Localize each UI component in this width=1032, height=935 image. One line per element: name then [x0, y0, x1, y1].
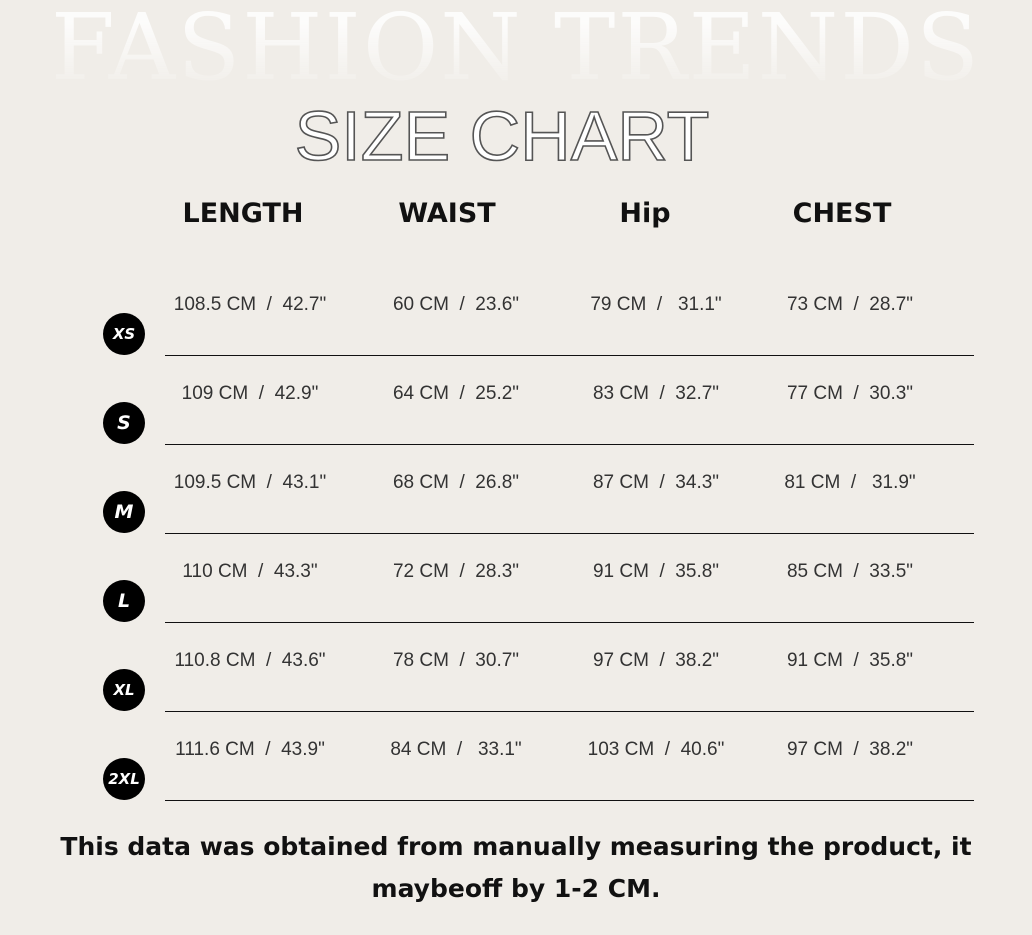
- measurement-note: This data was obtained from manually mea…: [60, 832, 972, 903]
- cell-waist: 72 CM / 28.3": [392, 561, 520, 582]
- cell-chest: 91 CM / 35.8": [786, 650, 914, 671]
- cell-hip: 97 CM / 38.2": [592, 650, 720, 671]
- cell-chest: 73 CM / 28.7": [786, 294, 914, 315]
- header-length: LENGTH: [182, 198, 304, 229]
- size-badge: XS: [103, 313, 145, 355]
- cell-chest: 81 CM / 31.9": [784, 472, 916, 493]
- header-waist: WAIST: [398, 198, 496, 229]
- cell-hip: 83 CM / 32.7": [592, 383, 720, 404]
- cell-waist: 60 CM / 23.6": [392, 294, 520, 315]
- table-row: XL 110.8 CM / 43.6" 78 CM / 30.7" 97 CM / 3…: [0, 649, 1032, 738]
- cell-length: 109 CM / 42.9": [181, 383, 319, 404]
- table-row: S 109 CM / 42.9" 64 CM / 25.2" 83 CM / 32.7…: [0, 382, 1032, 471]
- size-badge: S: [103, 402, 145, 444]
- cell-chest: 85 CM / 33.5": [786, 561, 914, 582]
- table-row: XS 108.5 CM / 42.7" 60 CM / 23.6" 79 CM / 3…: [0, 293, 1032, 382]
- page-title: SIZE CHART: [294, 97, 710, 175]
- cell-length: 109.5 CM / 43.1": [173, 472, 327, 493]
- size-badge: L: [103, 580, 145, 622]
- row-divider: [165, 800, 974, 801]
- row-divider: [165, 355, 974, 356]
- cell-length: 111.6 CM / 43.9": [175, 739, 325, 760]
- cell-waist: 78 CM / 30.7": [392, 650, 520, 671]
- cell-length: 110 CM / 43.3": [182, 561, 318, 582]
- header-hip: Hip: [619, 198, 671, 229]
- header-chest: CHEST: [792, 198, 892, 229]
- table-row: M 109.5 CM / 43.1" 68 CM / 26.8" 87 CM / 34…: [0, 471, 1032, 560]
- size-badge: XL: [103, 669, 145, 711]
- cell-chest: 97 CM / 38.2": [786, 739, 914, 760]
- cell-hip: 87 CM / 34.3": [592, 472, 720, 493]
- cell-waist: 84 CM / 33.1": [390, 739, 522, 760]
- row-divider: [165, 711, 974, 712]
- table-row: 2XL 111.6 CM / 43.9" 84 CM / 33.1" 103 CM /…: [0, 738, 1032, 827]
- cell-hip: 91 CM / 35.8": [592, 561, 720, 582]
- cell-chest: 77 CM / 30.3": [786, 383, 914, 404]
- background-watermark-text: FASHION TRENDS: [50, 0, 982, 101]
- cell-waist: 64 CM / 25.2": [392, 383, 520, 404]
- cell-waist: 68 CM / 26.8": [392, 472, 520, 493]
- cell-hip: 79 CM / 31.1": [590, 294, 722, 315]
- row-divider: [165, 444, 974, 445]
- cell-length: 108.5 CM / 42.7": [173, 294, 327, 315]
- cell-length: 110.8 CM / 43.6": [174, 650, 326, 671]
- row-divider: [165, 622, 974, 623]
- cell-hip: 103 CM / 40.6": [587, 739, 725, 760]
- row-divider: [165, 533, 974, 534]
- table-row: L 110 CM / 43.3" 72 CM / 28.3" 91 CM / 35.8…: [0, 560, 1032, 649]
- size-badge: 2XL: [103, 758, 145, 800]
- size-badge: M: [103, 491, 145, 533]
